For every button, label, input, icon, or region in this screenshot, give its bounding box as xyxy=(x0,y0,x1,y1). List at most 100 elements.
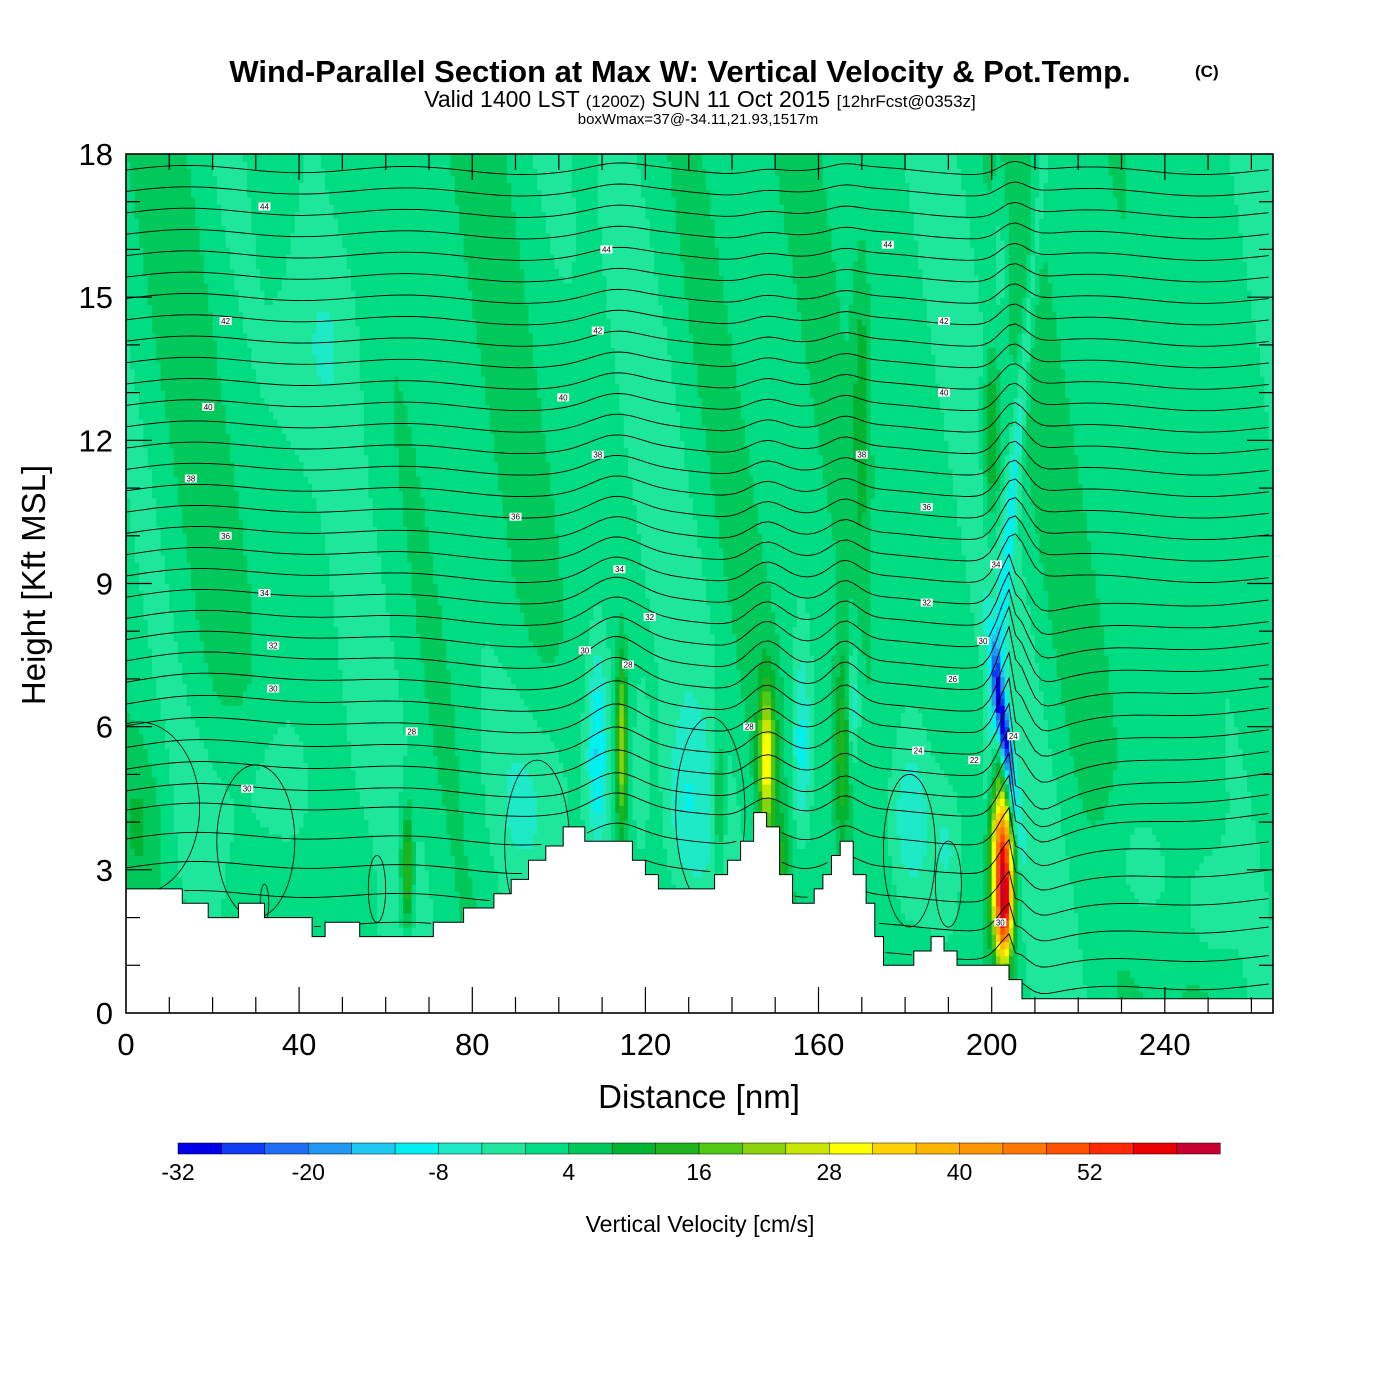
w-cell xyxy=(437,783,443,935)
w-cell xyxy=(900,862,906,914)
w-cell xyxy=(697,154,703,398)
w-cell xyxy=(1147,826,1153,907)
y-tick-label: 0 xyxy=(96,996,113,1031)
w-cell xyxy=(948,468,954,785)
w-cell xyxy=(558,576,564,642)
colorbar-tick-label: 16 xyxy=(686,1159,712,1185)
w-cell xyxy=(736,390,742,671)
w-cell xyxy=(528,332,534,642)
w-cell xyxy=(597,690,603,814)
w-cell xyxy=(688,154,694,334)
w-cell xyxy=(151,676,157,778)
w-cell xyxy=(290,834,296,928)
w-cell xyxy=(177,876,183,900)
w-cell xyxy=(589,733,595,778)
w-cell xyxy=(718,841,724,885)
w-cell xyxy=(684,154,690,298)
w-cell xyxy=(1221,834,1226,950)
w-cell xyxy=(156,698,162,806)
w-cell xyxy=(892,154,898,749)
w-cell xyxy=(1004,204,1010,456)
w-cell xyxy=(1082,812,1088,985)
w-cell xyxy=(454,891,460,935)
w-cell xyxy=(1021,941,1027,1007)
w-cell xyxy=(138,590,144,735)
w-cell xyxy=(731,633,737,778)
w-cell xyxy=(623,712,629,785)
w-cell xyxy=(965,154,971,220)
w-cell xyxy=(1108,175,1114,692)
w-cell xyxy=(212,154,218,177)
w-cell xyxy=(727,154,733,334)
w-cell xyxy=(718,275,724,549)
w-cell xyxy=(519,268,525,613)
x-tick-label: 200 xyxy=(966,1027,1018,1062)
w-cell xyxy=(164,583,170,749)
w-cell xyxy=(944,776,949,828)
w-cell xyxy=(1078,483,1084,799)
w-cell xyxy=(1013,769,1019,814)
w-cell xyxy=(411,597,417,842)
w-cell xyxy=(991,841,997,907)
w-cell xyxy=(870,154,876,456)
w-cell xyxy=(602,676,608,735)
w-cell xyxy=(974,154,980,277)
colorbar-tick-label: -20 xyxy=(292,1159,325,1185)
w-cell xyxy=(1247,290,1252,792)
w-cell xyxy=(1065,726,1071,857)
w-cell xyxy=(299,182,305,463)
w-cell xyxy=(887,855,893,978)
w-cell xyxy=(532,368,538,649)
w-cell xyxy=(853,461,859,606)
w-cell xyxy=(974,640,980,978)
valid-prefix: Valid 1400 LST xyxy=(424,86,580,112)
w-cell xyxy=(355,154,361,327)
w-cell xyxy=(675,154,681,234)
w-cell xyxy=(983,798,988,835)
theta-label: 36 xyxy=(509,512,522,522)
w-cell xyxy=(995,755,1001,764)
w-cell xyxy=(619,647,625,670)
w-cell xyxy=(515,762,521,849)
w-cell xyxy=(623,154,629,449)
w-cell xyxy=(740,698,746,835)
w-cell xyxy=(680,154,685,262)
svg-text:40: 40 xyxy=(204,403,213,412)
svg-text:34: 34 xyxy=(260,589,269,598)
w-cell xyxy=(186,562,192,706)
w-cell xyxy=(1151,834,1157,907)
w-cell xyxy=(870,497,876,914)
w-cell xyxy=(260,154,266,291)
w-cell xyxy=(1008,154,1014,356)
w-cell xyxy=(416,633,421,842)
w-cell xyxy=(991,712,997,728)
w-cell xyxy=(636,154,642,169)
w-cell xyxy=(1013,461,1019,484)
w-cell xyxy=(1000,733,1006,742)
x-tick-label: 120 xyxy=(620,1027,672,1062)
w-cell xyxy=(476,154,482,348)
w-cell xyxy=(472,318,478,900)
w-cell xyxy=(965,218,971,585)
w-cell xyxy=(783,834,789,885)
w-cell xyxy=(316,511,322,950)
w-cell xyxy=(325,154,331,191)
w-cell xyxy=(390,154,395,642)
w-cell xyxy=(753,154,759,506)
w-cell xyxy=(641,196,646,570)
w-cell xyxy=(1008,970,1014,985)
w-cell xyxy=(1104,655,1110,807)
w-cell xyxy=(935,383,941,764)
w-cell xyxy=(195,726,201,914)
w-cell xyxy=(164,154,170,420)
w-cell xyxy=(905,182,911,706)
w-cell xyxy=(303,154,309,477)
w-cell xyxy=(1004,733,1010,749)
w-cell xyxy=(939,862,945,943)
w-cell xyxy=(1043,182,1049,262)
colorbar-swatch xyxy=(525,1142,570,1155)
w-cell xyxy=(619,411,625,613)
svg-text:24: 24 xyxy=(1009,732,1018,741)
w-cell xyxy=(636,533,642,685)
w-cell xyxy=(926,154,932,327)
